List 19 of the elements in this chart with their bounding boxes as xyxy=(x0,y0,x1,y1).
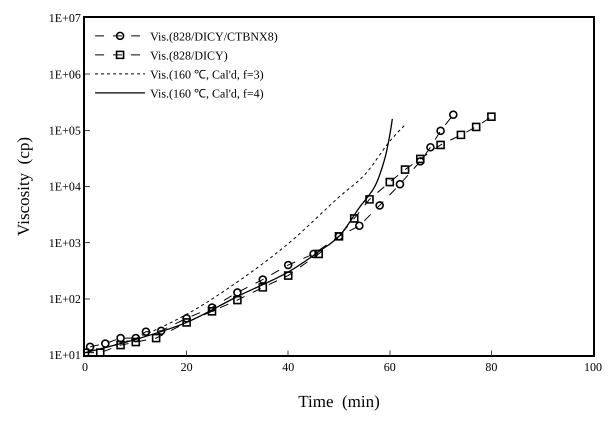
legend-label: Vis.(828/DICY) xyxy=(150,48,228,63)
y-tick-label: 1E+02 xyxy=(48,292,81,306)
x-tick-label: 100 xyxy=(584,360,602,374)
legend-label: Vis.(160 ℃, Cal'd, f=3) xyxy=(150,68,264,82)
y-axis-title: Viscosity (cp) xyxy=(14,136,33,236)
x-tick-label: 40 xyxy=(282,360,294,374)
x-axis-title: Time (min) xyxy=(298,392,380,412)
y-tick-label: 1E+03 xyxy=(48,236,81,250)
legend-label: Vis.(160 ℃, Cal'd, f=4) xyxy=(150,86,264,101)
x-tick-label: 0 xyxy=(82,360,88,374)
x-tick-label: 20 xyxy=(180,360,193,374)
y-tick-label: 1E+05 xyxy=(48,124,81,138)
legend-label: Vis.(828/DICY/CTBNX8) xyxy=(150,30,278,44)
x-tick-label: 60 xyxy=(384,360,396,374)
y-tick-label: 1E+06 xyxy=(48,67,81,82)
y-tick-label: 1E+04 xyxy=(48,180,81,194)
x-tick-label: 80 xyxy=(485,360,498,374)
y-tick-label: 1E+01 xyxy=(48,348,81,362)
y-tick-label: 1E+07 xyxy=(48,11,81,26)
